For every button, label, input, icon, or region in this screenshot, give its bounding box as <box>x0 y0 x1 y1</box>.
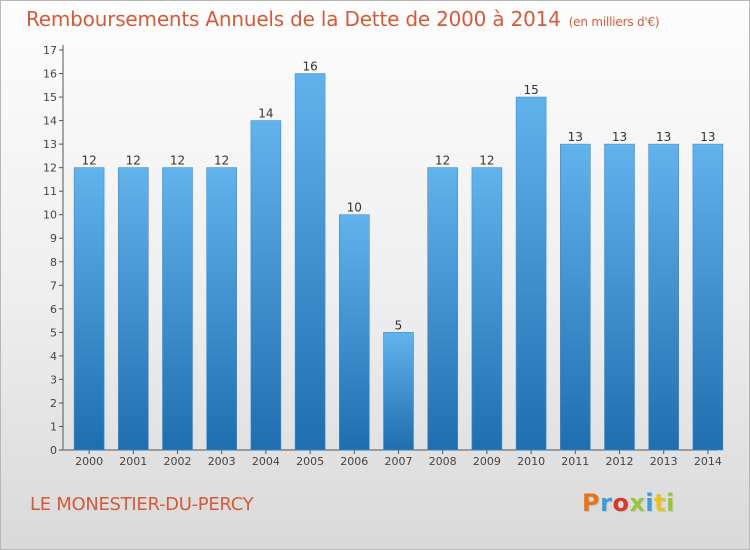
y-tick-label: 15 <box>43 91 57 104</box>
data-label: 12 <box>170 154 185 168</box>
x-tick-label: 2000 <box>75 455 103 468</box>
bar <box>383 332 414 451</box>
y-tick-label: 17 <box>43 44 57 57</box>
brand-letter: i <box>666 489 675 517</box>
y-tick-label: 1 <box>50 420 57 433</box>
y-tick-label: 0 <box>50 444 57 457</box>
y-tick-label: 9 <box>50 232 57 245</box>
bar <box>515 96 547 451</box>
bar <box>648 143 680 451</box>
bar <box>604 143 635 451</box>
data-label: 10 <box>347 201 362 215</box>
y-tick-label: 16 <box>43 68 57 81</box>
x-tick-label: 2012 <box>606 455 634 468</box>
chart-title: Remboursements Annuels de la Dette de 20… <box>26 7 660 31</box>
data-label: 12 <box>126 154 141 168</box>
brand-letter: i <box>645 489 655 517</box>
x-tick-label: 2007 <box>385 455 413 468</box>
data-label: 15 <box>523 83 538 97</box>
x-tick-label: 2005 <box>296 455 324 468</box>
x-tick-label: 2011 <box>561 455 589 468</box>
bar <box>118 167 149 451</box>
x-tick-label: 2002 <box>164 455 192 468</box>
data-label: 13 <box>568 130 583 144</box>
labels: 12 2000 12 2001 12 2002 12 2003 14 2004 16 2005 10 20… <box>75 60 722 468</box>
data-label: 12 <box>81 154 96 168</box>
x-tick-label: 2013 <box>650 455 678 468</box>
bar <box>73 167 105 451</box>
bar <box>559 143 591 451</box>
brand-letter: r <box>600 489 613 517</box>
bar <box>471 167 503 451</box>
x-tick-label: 2010 <box>517 455 545 468</box>
data-label: 12 <box>435 154 450 168</box>
bar <box>294 73 326 451</box>
x-tick-label: 2014 <box>694 455 722 468</box>
data-label: 16 <box>302 60 317 74</box>
bars <box>73 73 724 451</box>
y-tick-label: 14 <box>43 115 57 128</box>
proxiti-logo: Proxiti <box>582 489 675 517</box>
brand-letter: P <box>582 489 601 517</box>
y-tick-label: 5 <box>50 326 57 339</box>
bar <box>338 214 370 451</box>
x-tick-label: 2006 <box>340 455 368 468</box>
brand-letter: t <box>654 489 667 517</box>
brand-letter: o <box>612 489 630 517</box>
data-label: 13 <box>612 130 627 144</box>
y-tick-label: 3 <box>50 373 57 386</box>
bar <box>427 167 459 451</box>
brand-letter: x <box>629 489 646 517</box>
y-tick-label: 7 <box>50 279 57 292</box>
x-tick-label: 2009 <box>473 455 501 468</box>
y-tick-label: 10 <box>43 209 57 222</box>
x-tick-label: 2004 <box>252 455 280 468</box>
y-tick-label: 12 <box>43 162 57 175</box>
data-label: 5 <box>395 318 403 332</box>
bar <box>692 143 724 451</box>
y-tick-label: 4 <box>50 350 57 363</box>
x-tick-label: 2003 <box>208 455 236 468</box>
chart-subtitle: (en milliers d'€) <box>568 15 660 29</box>
data-label: 14 <box>258 107 273 121</box>
data-label: 12 <box>479 154 494 168</box>
y-tick-label: 8 <box>50 256 57 269</box>
data-label: 13 <box>656 130 671 144</box>
data-label: 13 <box>700 130 715 144</box>
chart-title-text: Remboursements Annuels de la Dette de 20… <box>26 7 561 31</box>
y-tick-label: 2 <box>50 397 57 410</box>
x-tick-label: 2001 <box>119 455 147 468</box>
bar <box>206 167 237 451</box>
bar <box>162 167 193 451</box>
x-tick-label: 2008 <box>429 455 457 468</box>
data-label: 12 <box>214 154 229 168</box>
bar <box>250 120 282 451</box>
commune-name: LE MONESTIER-DU-PERCY <box>30 494 254 515</box>
y-tick-label: 13 <box>43 138 57 151</box>
y-tick-label: 11 <box>43 185 57 198</box>
y-tick-label: 6 <box>50 303 57 316</box>
